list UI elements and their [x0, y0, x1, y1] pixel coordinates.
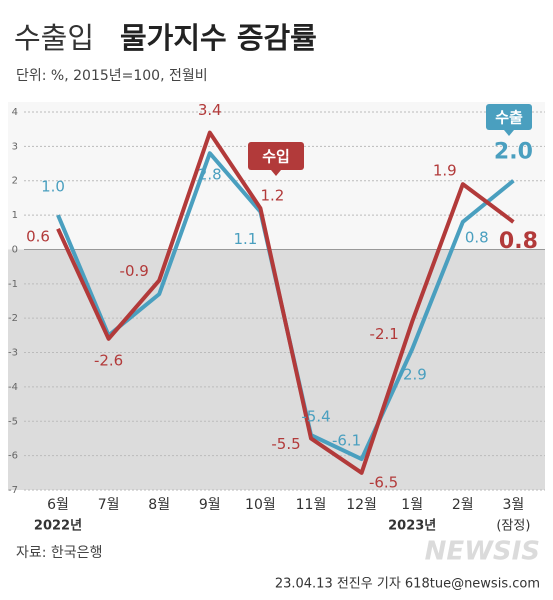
value-label: 1.2: [260, 187, 284, 205]
value-label: -2.1: [370, 325, 399, 343]
x-tick-label: 12월: [346, 497, 377, 513]
value-label: -6.1: [332, 432, 361, 450]
value-label: -5.4: [301, 408, 330, 426]
value-label: -2.9: [398, 366, 427, 384]
legend-pointer: [504, 130, 514, 136]
value-label: 0.8: [499, 229, 538, 254]
value-label: -6.5: [369, 473, 398, 491]
value-label: 1.1: [233, 230, 257, 248]
x-tick-label: 6월: [47, 497, 69, 513]
y-tick-label: 0: [12, 244, 18, 255]
value-label: 2.0: [494, 140, 533, 165]
x-tick-label: 11월: [296, 497, 327, 513]
x-tick-label: 9월: [199, 497, 221, 513]
x-tick-note: (잠정): [496, 519, 530, 534]
x-tick-label: 7월: [98, 497, 120, 513]
legend-pointer: [271, 170, 281, 176]
legend-label: 수입: [262, 148, 290, 166]
y-tick-label: -2: [8, 313, 18, 324]
y-tick-label: -5: [8, 416, 18, 427]
value-label: -2.6: [94, 351, 123, 369]
value-label: 1.0: [41, 178, 65, 196]
value-label: 0.6: [26, 227, 50, 245]
y-tick-label: 3: [12, 141, 18, 152]
y-tick-label: -1: [8, 279, 18, 290]
y-tick-label: -3: [8, 348, 18, 359]
y-tick-label: 2: [12, 176, 18, 187]
chart-title: 수출입: [14, 21, 94, 55]
x-tick-label: 10월: [245, 497, 276, 513]
plot-upper: [8, 102, 545, 250]
value-label: -0.9: [120, 262, 149, 280]
value-label: 1.9: [433, 162, 457, 180]
x-tick-label: 1월: [401, 497, 423, 513]
y-tick-label: -7: [8, 485, 18, 496]
y-tick-label: 1: [12, 210, 18, 221]
legend-label: 수출: [495, 109, 523, 127]
y-tick-label: -4: [8, 382, 18, 393]
x-tick-label: 3월: [503, 497, 525, 513]
value-label: 0.8: [465, 228, 489, 246]
x-tick-note: 2022년: [34, 519, 82, 534]
y-tick-label: -6: [8, 451, 18, 462]
value-label: 3.4: [198, 101, 222, 119]
series-line: [56, 130, 515, 475]
legend-box: [486, 104, 532, 130]
legend-box: [248, 142, 304, 170]
value-label: -5.5: [271, 435, 300, 453]
source: 자료: 한국은행: [16, 545, 102, 561]
credit: 23.04.13 전진우 기자 618tue@newsis.com: [275, 577, 540, 592]
x-tick-note: 2023년: [388, 519, 436, 534]
chart-title-bold: 물가지수 증감률: [120, 21, 317, 55]
subtitle: 단위: %, 2015년=100, 전월비: [16, 68, 208, 84]
x-tick-label: 2월: [452, 497, 474, 513]
x-tick-label: 8월: [148, 497, 170, 513]
value-label: 2.8: [198, 166, 222, 184]
watermark: NEWSIS: [425, 537, 540, 567]
y-tick-label: 4: [12, 107, 18, 118]
